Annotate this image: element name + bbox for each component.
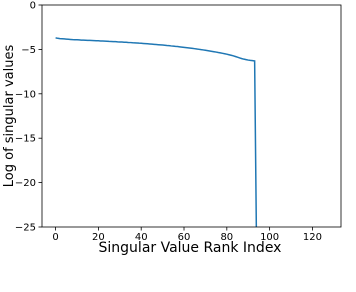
y-tick-label: 0 <box>30 1 36 12</box>
y-tick-label: −25 <box>15 223 36 234</box>
plot-frame <box>41 4 342 228</box>
x-tick-label: 100 <box>260 232 279 243</box>
x-tick-label: 120 <box>303 232 322 243</box>
y-axis-label: Log of singular values <box>2 45 17 188</box>
y-tick-label: −5 <box>21 45 36 56</box>
x-tick-label: 80 <box>220 232 233 243</box>
x-tick-label: 60 <box>178 232 191 243</box>
x-tick-label: 0 <box>52 232 58 243</box>
x-axis-label: Singular Value Rank Index <box>99 240 282 256</box>
x-tick-label: 40 <box>135 232 148 243</box>
line <box>55 37 258 227</box>
y-tick-label: −15 <box>15 134 36 145</box>
y-tick-label: −20 <box>15 178 36 189</box>
x-tick-label: 20 <box>92 232 105 243</box>
y-tick-label: −10 <box>15 89 36 100</box>
